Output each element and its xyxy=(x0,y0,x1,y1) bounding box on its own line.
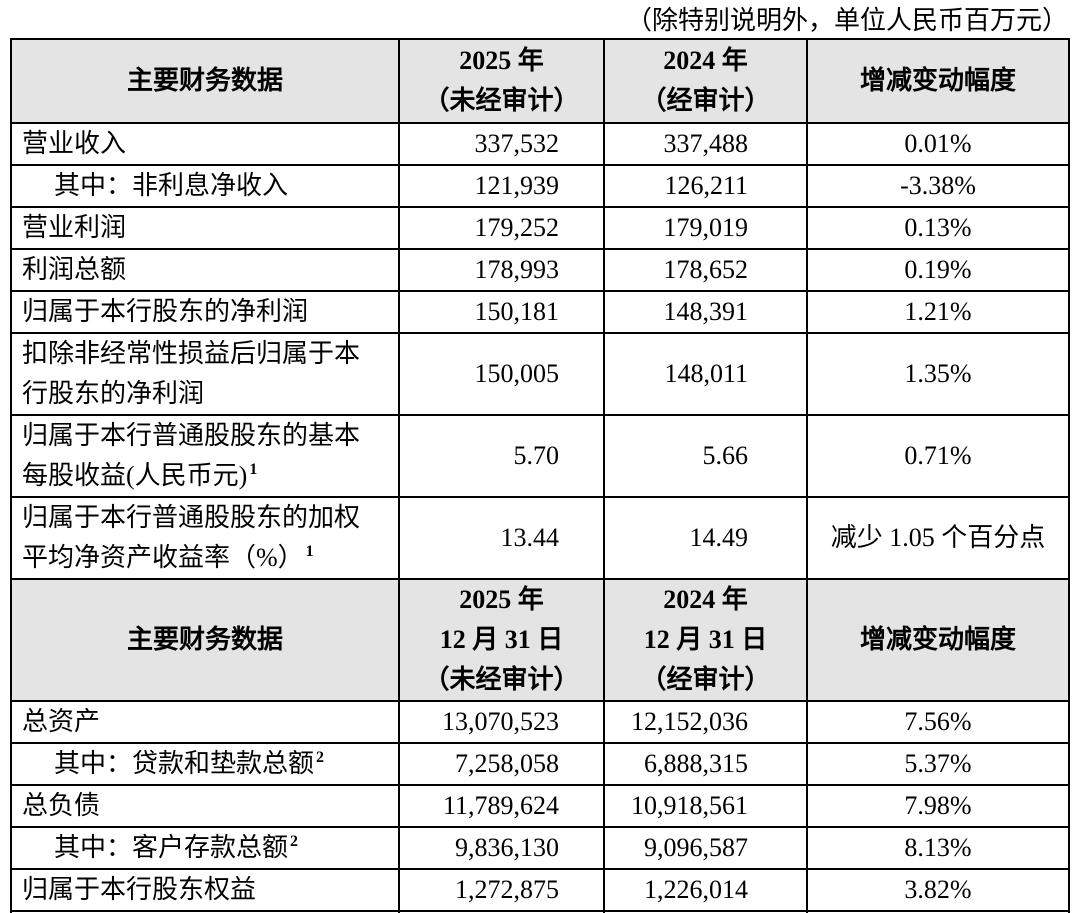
value-2025: 121,939 xyxy=(398,164,605,208)
value-2025: 13.44 xyxy=(398,496,605,580)
value-2024: 14.49 xyxy=(603,496,808,580)
header-2024-date: 2024 年 12 月 31 日 （经审计） xyxy=(603,578,808,702)
unit-note: （除特别说明外，单位人民币百万元） xyxy=(625,6,1068,35)
value-2024: 9,096,587 xyxy=(603,826,808,870)
value-2025: 179,252 xyxy=(398,206,605,250)
value-2024: 12,152,036 xyxy=(603,700,808,744)
row-label: 归属于本行普通股股东的加权 平均净资产收益率（%） 1 xyxy=(10,496,400,580)
row-label: 总资产 xyxy=(10,700,400,744)
table-row: 其中：客户存款总额 2 9,836,130 9,096,587 8.13% xyxy=(10,826,1070,870)
change-value: 7.56% xyxy=(806,700,1070,744)
header-metric: 主要财务数据 xyxy=(10,578,400,702)
value-2025: 13,070,523 xyxy=(398,700,605,744)
value-2024 xyxy=(603,910,808,913)
header-change: 增减变动幅度 xyxy=(806,578,1070,702)
value-2025: 150,181 xyxy=(398,290,605,334)
header-change: 增减变动幅度 xyxy=(806,38,1070,124)
change-value: 0.19% xyxy=(806,248,1070,292)
row-label: 总负债 xyxy=(10,784,400,828)
change-value: 8.13% xyxy=(806,826,1070,870)
row-label: 归属于本行股东的净利润 xyxy=(10,290,400,334)
value-2024: 5.66 xyxy=(603,414,808,498)
change-value xyxy=(806,910,1070,913)
row-label: 归属于本行股东权益 xyxy=(10,868,400,912)
value-2025 xyxy=(398,910,605,913)
change-value: 3.82% xyxy=(806,868,1070,912)
row-label xyxy=(10,910,400,913)
table-row: 营业收入 337,532 337,488 0.01% xyxy=(10,122,1070,166)
row-label: 归属于本行普通股股东的基本 每股收益(人民币元) 1 xyxy=(10,414,400,498)
value-2024: 179,019 xyxy=(603,206,808,250)
footnote-marker: 2 xyxy=(290,833,299,851)
value-2025: 1,272,875 xyxy=(398,868,605,912)
value-2025: 150,005 xyxy=(398,332,605,416)
row-label: 扣除非经常性损益后归属于本 行股东的净利润 xyxy=(10,332,400,416)
table-row: 利润总额 178,993 178,652 0.19% xyxy=(10,248,1070,292)
value-2025: 337,532 xyxy=(398,122,605,166)
value-2025: 9,836,130 xyxy=(398,826,605,870)
change-value: 0.71% xyxy=(806,414,1070,498)
change-value: 1.21% xyxy=(806,290,1070,334)
value-2025: 178,993 xyxy=(398,248,605,292)
value-2024: 1,226,014 xyxy=(603,868,808,912)
clipped-table-row xyxy=(10,910,1070,913)
footnote-marker: 2 xyxy=(316,749,325,767)
change-value: -3.38% xyxy=(806,164,1070,208)
table-row: 总负债 11,789,624 10,918,561 7.98% xyxy=(10,784,1070,828)
table-row: 其中：贷款和垫款总额 2 7,258,058 6,888,315 5.37% xyxy=(10,742,1070,786)
row-label: 营业利润 xyxy=(10,206,400,250)
value-2025: 7,258,058 xyxy=(398,742,605,786)
header-2025-date: 2025 年 12 月 31 日 （未经审计） xyxy=(398,578,605,702)
table-row: 归属于本行股东权益 1,272,875 1,226,014 3.82% xyxy=(10,868,1070,912)
change-value: 0.01% xyxy=(806,122,1070,166)
header-2025: 2025 年 （未经审计） xyxy=(398,38,605,124)
income-header-row: 主要财务数据 2025 年 （未经审计） 2024 年 （经审计） 增减变动幅度 xyxy=(10,38,1070,124)
change-value: 减少 1.05 个百分点 xyxy=(806,496,1070,580)
value-2024: 178,652 xyxy=(603,248,808,292)
change-value: 0.13% xyxy=(806,206,1070,250)
value-2024: 6,888,315 xyxy=(603,742,808,786)
footnote-marker: 1 xyxy=(305,543,314,561)
table-row: 扣除非经常性损益后归属于本 行股东的净利润 150,005 148,011 1.… xyxy=(10,332,1070,416)
value-2024: 148,011 xyxy=(603,332,808,416)
row-label: 利润总额 xyxy=(10,248,400,292)
value-2024: 10,918,561 xyxy=(603,784,808,828)
footnote-marker: 1 xyxy=(249,461,258,479)
header-2024: 2024 年 （经审计） xyxy=(603,38,808,124)
table-row: 归属于本行股东的净利润 150,181 148,391 1.21% xyxy=(10,290,1070,334)
row-label: 其中：客户存款总额 2 xyxy=(10,826,400,870)
value-2024: 148,391 xyxy=(603,290,808,334)
row-label: 营业收入 xyxy=(10,122,400,166)
table-row: 其中：非利息净收入 121,939 126,211 -3.38% xyxy=(10,164,1070,208)
value-2024: 126,211 xyxy=(603,164,808,208)
table-row: 归属于本行普通股股东的加权 平均净资产收益率（%） 1 13.44 14.49 减… xyxy=(10,496,1070,580)
value-2024: 337,488 xyxy=(603,122,808,166)
table-row: 归属于本行普通股股东的基本 每股收益(人民币元) 1 5.70 5.66 0.71… xyxy=(10,414,1070,498)
value-2025: 11,789,624 xyxy=(398,784,605,828)
change-value: 5.37% xyxy=(806,742,1070,786)
table-row: 营业利润 179,252 179,019 0.13% xyxy=(10,206,1070,250)
header-metric: 主要财务数据 xyxy=(10,38,400,124)
balance-header-row: 主要财务数据 2025 年 12 月 31 日 （未经审计） 2024 年 12… xyxy=(10,578,1070,702)
change-value: 1.35% xyxy=(806,332,1070,416)
row-label: 其中：非利息净收入 xyxy=(10,164,400,208)
change-value: 7.98% xyxy=(806,784,1070,828)
row-label: 其中：贷款和垫款总额 2 xyxy=(10,742,400,786)
value-2025: 5.70 xyxy=(398,414,605,498)
table-row: 总资产 13,070,523 12,152,036 7.56% xyxy=(10,700,1070,744)
financial-summary-table: 主要财务数据 2025 年 （未经审计） 2024 年 （经审计） 增减变动幅度… xyxy=(10,38,1070,913)
